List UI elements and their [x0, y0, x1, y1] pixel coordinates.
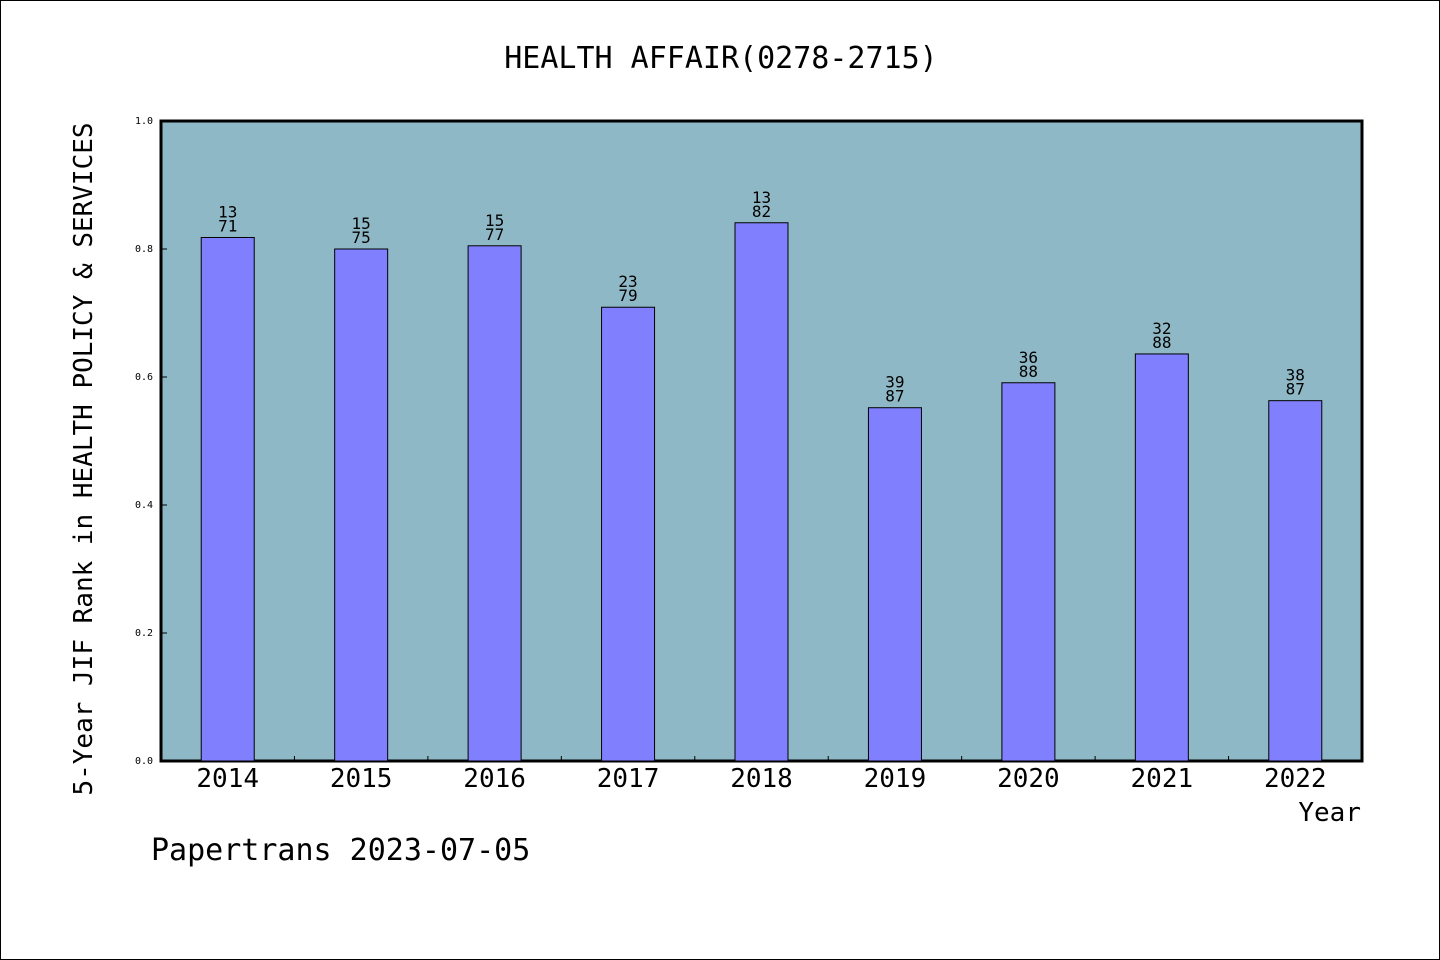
bar-label-rank-2016: 15: [485, 211, 504, 230]
bar-2020: [1001, 382, 1056, 762]
x-axis-label: Year: [1298, 798, 1361, 828]
x-axis: 2014 2015 2016 2017 2018 2019 2020 2021 2022: [196, 756, 1327, 794]
x-tick-label-2022: 2022: [1264, 764, 1327, 794]
y-axis: 0.0 0.2 0.4 0.6 0.8 1.0: [135, 116, 167, 767]
x-tick-label-2020: 2020: [997, 764, 1060, 794]
bar-label-rank-2018: 13: [752, 188, 771, 207]
y-tick-label: 0.2: [135, 628, 153, 639]
bar-label-total-2014: 71: [218, 216, 237, 235]
bar-2015: [334, 248, 389, 762]
y-tick-label: 0.0: [135, 756, 153, 767]
bar-2022: [1268, 400, 1323, 762]
bar-label-rank-2021: 32: [1152, 319, 1171, 338]
bar-label-total-2018: 82: [752, 202, 771, 221]
bar-label-total-2016: 77: [485, 225, 504, 244]
bar-2019: [867, 407, 922, 762]
footer-text: Papertrans 2023-07-05: [151, 833, 531, 868]
bar-label-total-2017: 79: [618, 286, 637, 305]
y-tick-label: 0.8: [135, 244, 153, 255]
bar-label-rank-2017: 23: [618, 272, 637, 291]
y-axis-label: 5-Year JIF Rank in HEALTH POLICY & SERVI…: [69, 122, 99, 795]
x-tick-label-2016: 2016: [463, 764, 526, 794]
bar-2014: [200, 236, 255, 762]
x-tick-label-2014: 2014: [196, 764, 259, 794]
chart-title: HEALTH AFFAIR(0278-2715): [504, 41, 937, 76]
x-tick-label-2017: 2017: [597, 764, 660, 794]
bar-label-rank-2014: 13: [218, 202, 237, 221]
x-tick-label-2019: 2019: [864, 764, 927, 794]
bar-label-total-2020: 88: [1019, 362, 1038, 381]
bar-label-total-2021: 88: [1152, 333, 1171, 352]
bar-2021: [1134, 353, 1189, 762]
y-tick-label: 1.0: [135, 116, 153, 127]
bar-label-total-2019: 87: [885, 387, 904, 406]
bar-label-rank-2015: 15: [352, 214, 371, 233]
bar-2016: [467, 245, 522, 762]
bar-label-total-2022: 87: [1286, 380, 1305, 399]
bar-label-rank-2022: 38: [1286, 366, 1305, 385]
bar-label-rank-2020: 36: [1019, 348, 1038, 367]
x-tick-label-2015: 2015: [330, 764, 393, 794]
x-tick-label-2021: 2021: [1131, 764, 1194, 794]
y-tick-label: 0.4: [135, 500, 153, 511]
bar-2017: [601, 306, 656, 762]
bar-label-total-2015: 75: [352, 228, 371, 247]
bars-group: [200, 222, 1323, 762]
x-tick-label-2018: 2018: [730, 764, 793, 794]
bar-label-rank-2019: 39: [885, 373, 904, 392]
bar-2018: [734, 222, 789, 762]
y-tick-label: 0.6: [135, 372, 153, 383]
